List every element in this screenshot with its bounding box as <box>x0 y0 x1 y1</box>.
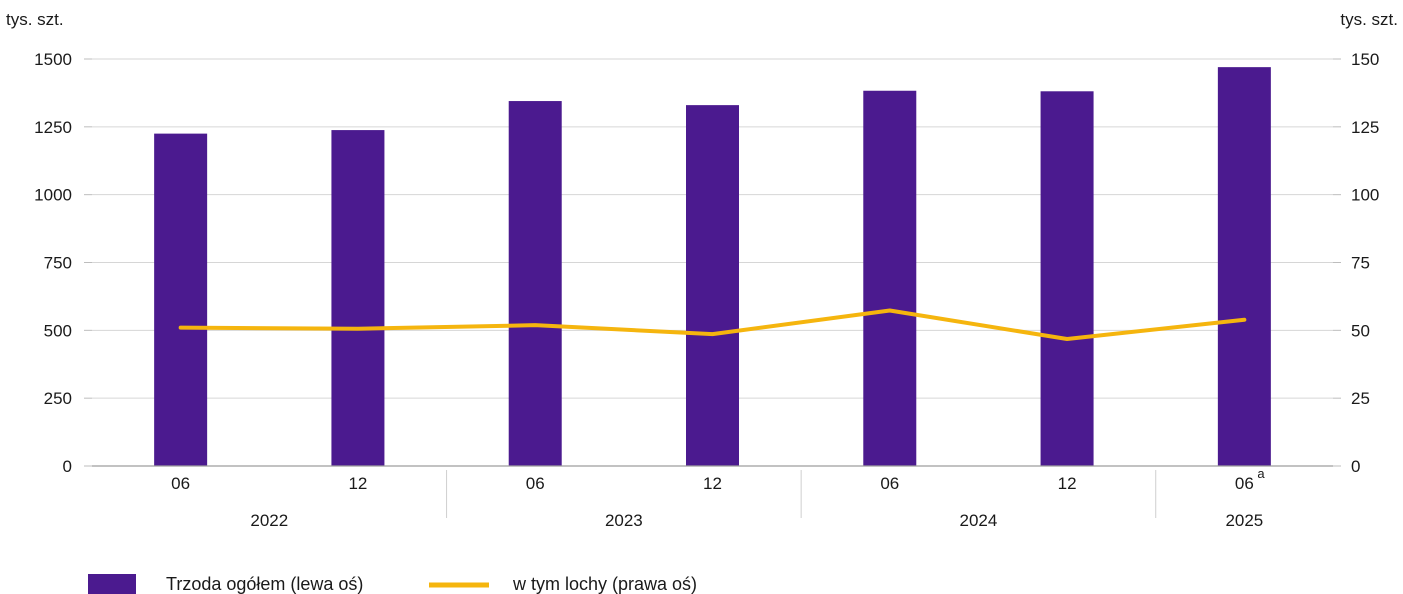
legend-label-line: w tym lochy (prawa oś) <box>512 574 697 594</box>
axes: 0 250 500 750 1000 1250 1500 0 25 50 75 100 125 150 06… <box>34 50 1379 530</box>
category-note: a <box>1257 466 1265 481</box>
year-label: 2022 <box>250 511 288 530</box>
right-tick-label: 25 <box>1351 389 1370 408</box>
left-tick-label: 1000 <box>34 186 72 205</box>
category-label: 12 <box>348 474 367 493</box>
right-tick-label: 75 <box>1351 254 1370 273</box>
legend-label-bar: Trzoda ogółem (lewa oś) <box>166 574 363 594</box>
category-label: 06 <box>526 474 545 493</box>
year-label: 2023 <box>605 511 643 530</box>
left-tick-label: 1250 <box>34 118 72 137</box>
bar <box>1040 91 1094 466</box>
line-series <box>178 308 1247 342</box>
line-point <box>888 309 892 313</box>
left-tick-label: 750 <box>44 254 72 273</box>
left-tick-label: 0 <box>63 457 72 476</box>
bar-series <box>154 67 1271 467</box>
line-point <box>533 323 537 327</box>
legend: Trzoda ogółem (lewa oś) w tym lochy (pra… <box>88 574 697 594</box>
right-tick-label: 125 <box>1351 118 1379 137</box>
category-label: 12 <box>1058 474 1077 493</box>
year-label: 2024 <box>960 511 998 530</box>
legend-swatch-bar <box>88 574 136 594</box>
left-tick-label: 250 <box>44 389 72 408</box>
line-point <box>1242 318 1246 322</box>
bar <box>686 105 739 467</box>
line-point <box>711 332 714 336</box>
right-tick-label: 50 <box>1351 321 1370 340</box>
right-tick-label: 0 <box>1351 457 1360 476</box>
right-tick-label: 150 <box>1351 50 1379 69</box>
category-label: 06 <box>171 474 190 493</box>
bar <box>863 90 917 466</box>
line-point <box>1065 337 1069 341</box>
left-axis-unit: tys. szt. <box>6 10 64 29</box>
bar <box>1217 67 1271 466</box>
right-axis-unit: tys. szt. <box>1340 10 1398 29</box>
category-label: 06 <box>880 474 899 493</box>
bar <box>331 130 385 466</box>
line-point <box>179 326 183 330</box>
right-tick-label: 100 <box>1351 186 1379 205</box>
left-tick-label: 500 <box>44 321 72 340</box>
category-label: 12 <box>703 474 722 493</box>
category-label: 06 <box>1235 474 1254 493</box>
bar <box>154 133 208 466</box>
bar <box>508 101 562 466</box>
line-point <box>356 327 360 331</box>
left-tick-label: 1500 <box>34 50 72 69</box>
year-label: 2025 <box>1225 511 1263 530</box>
